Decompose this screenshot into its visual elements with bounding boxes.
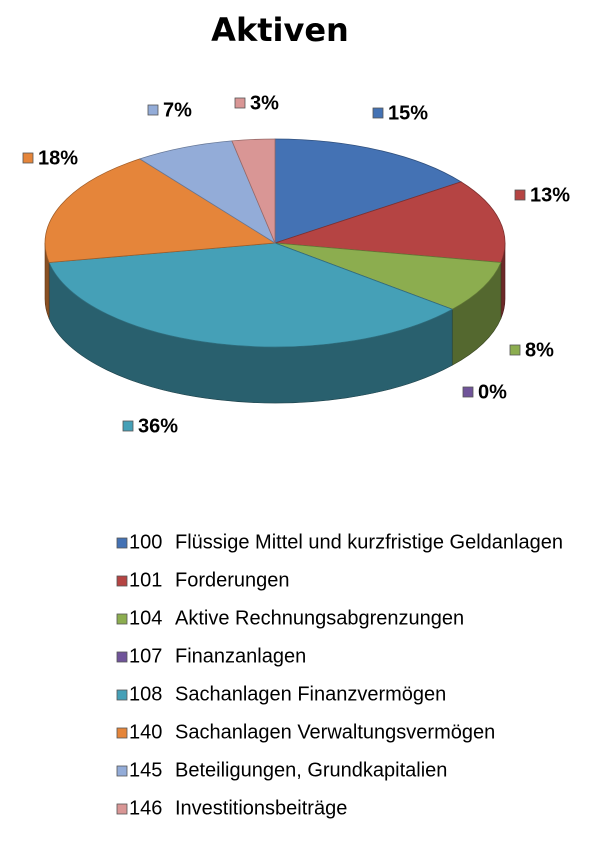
label-marker <box>514 189 526 201</box>
slice <box>48 242 454 348</box>
legend-code: 100 <box>129 531 162 553</box>
legend-code: 101 <box>129 569 162 591</box>
data-label: 0% <box>478 381 507 403</box>
label-marker <box>372 107 384 119</box>
legend-label: Sachanlagen Verwaltungsvermögen <box>175 721 495 743</box>
legend-label: Investitionsbeiträge <box>175 797 347 819</box>
legend-code: 107 <box>129 645 162 667</box>
legend-marker <box>116 613 128 625</box>
label-marker <box>462 386 474 398</box>
slice <box>231 138 276 244</box>
label-marker <box>147 104 159 116</box>
legend-marker <box>116 537 128 549</box>
data-label: 7% <box>163 99 192 121</box>
legend-marker <box>116 803 128 815</box>
label-marker <box>122 420 134 432</box>
legend-code: 146 <box>129 797 162 819</box>
legend-code: 140 <box>129 721 162 743</box>
data-label: 8% <box>525 339 554 361</box>
legend-marker <box>116 727 128 739</box>
slice <box>274 242 502 310</box>
data-label: 13% <box>530 184 570 206</box>
slice <box>44 158 277 263</box>
chart-title: Aktiven <box>211 11 349 49</box>
label-marker <box>234 97 246 109</box>
label-marker <box>22 152 34 164</box>
slice <box>274 181 506 263</box>
legend-marker <box>116 689 128 701</box>
legend-marker <box>116 575 128 587</box>
legend-code: 108 <box>129 683 162 705</box>
slice <box>274 138 463 244</box>
slice <box>138 140 276 245</box>
legend-code: 104 <box>129 607 162 629</box>
legend-label: Flüssige Mittel und kurzfristige Geldanl… <box>175 531 563 553</box>
legend-label: Sachanlagen Finanzvermögen <box>175 683 446 705</box>
label-marker <box>509 344 521 356</box>
legend-code: 145 <box>129 759 162 781</box>
data-label: 18% <box>38 147 78 169</box>
legend-label: Finanzanlagen <box>175 645 306 667</box>
data-label: 3% <box>250 92 279 114</box>
data-label: 36% <box>138 415 178 437</box>
legend-label: Beteiligungen, Grundkapitalien <box>175 759 447 781</box>
legend-label: Forderungen <box>175 569 290 591</box>
legend-marker <box>116 651 128 663</box>
legend-label: Aktive Rechnungsabgrenzungen <box>175 607 464 629</box>
legend-marker <box>116 765 128 777</box>
data-label: 15% <box>388 102 428 124</box>
